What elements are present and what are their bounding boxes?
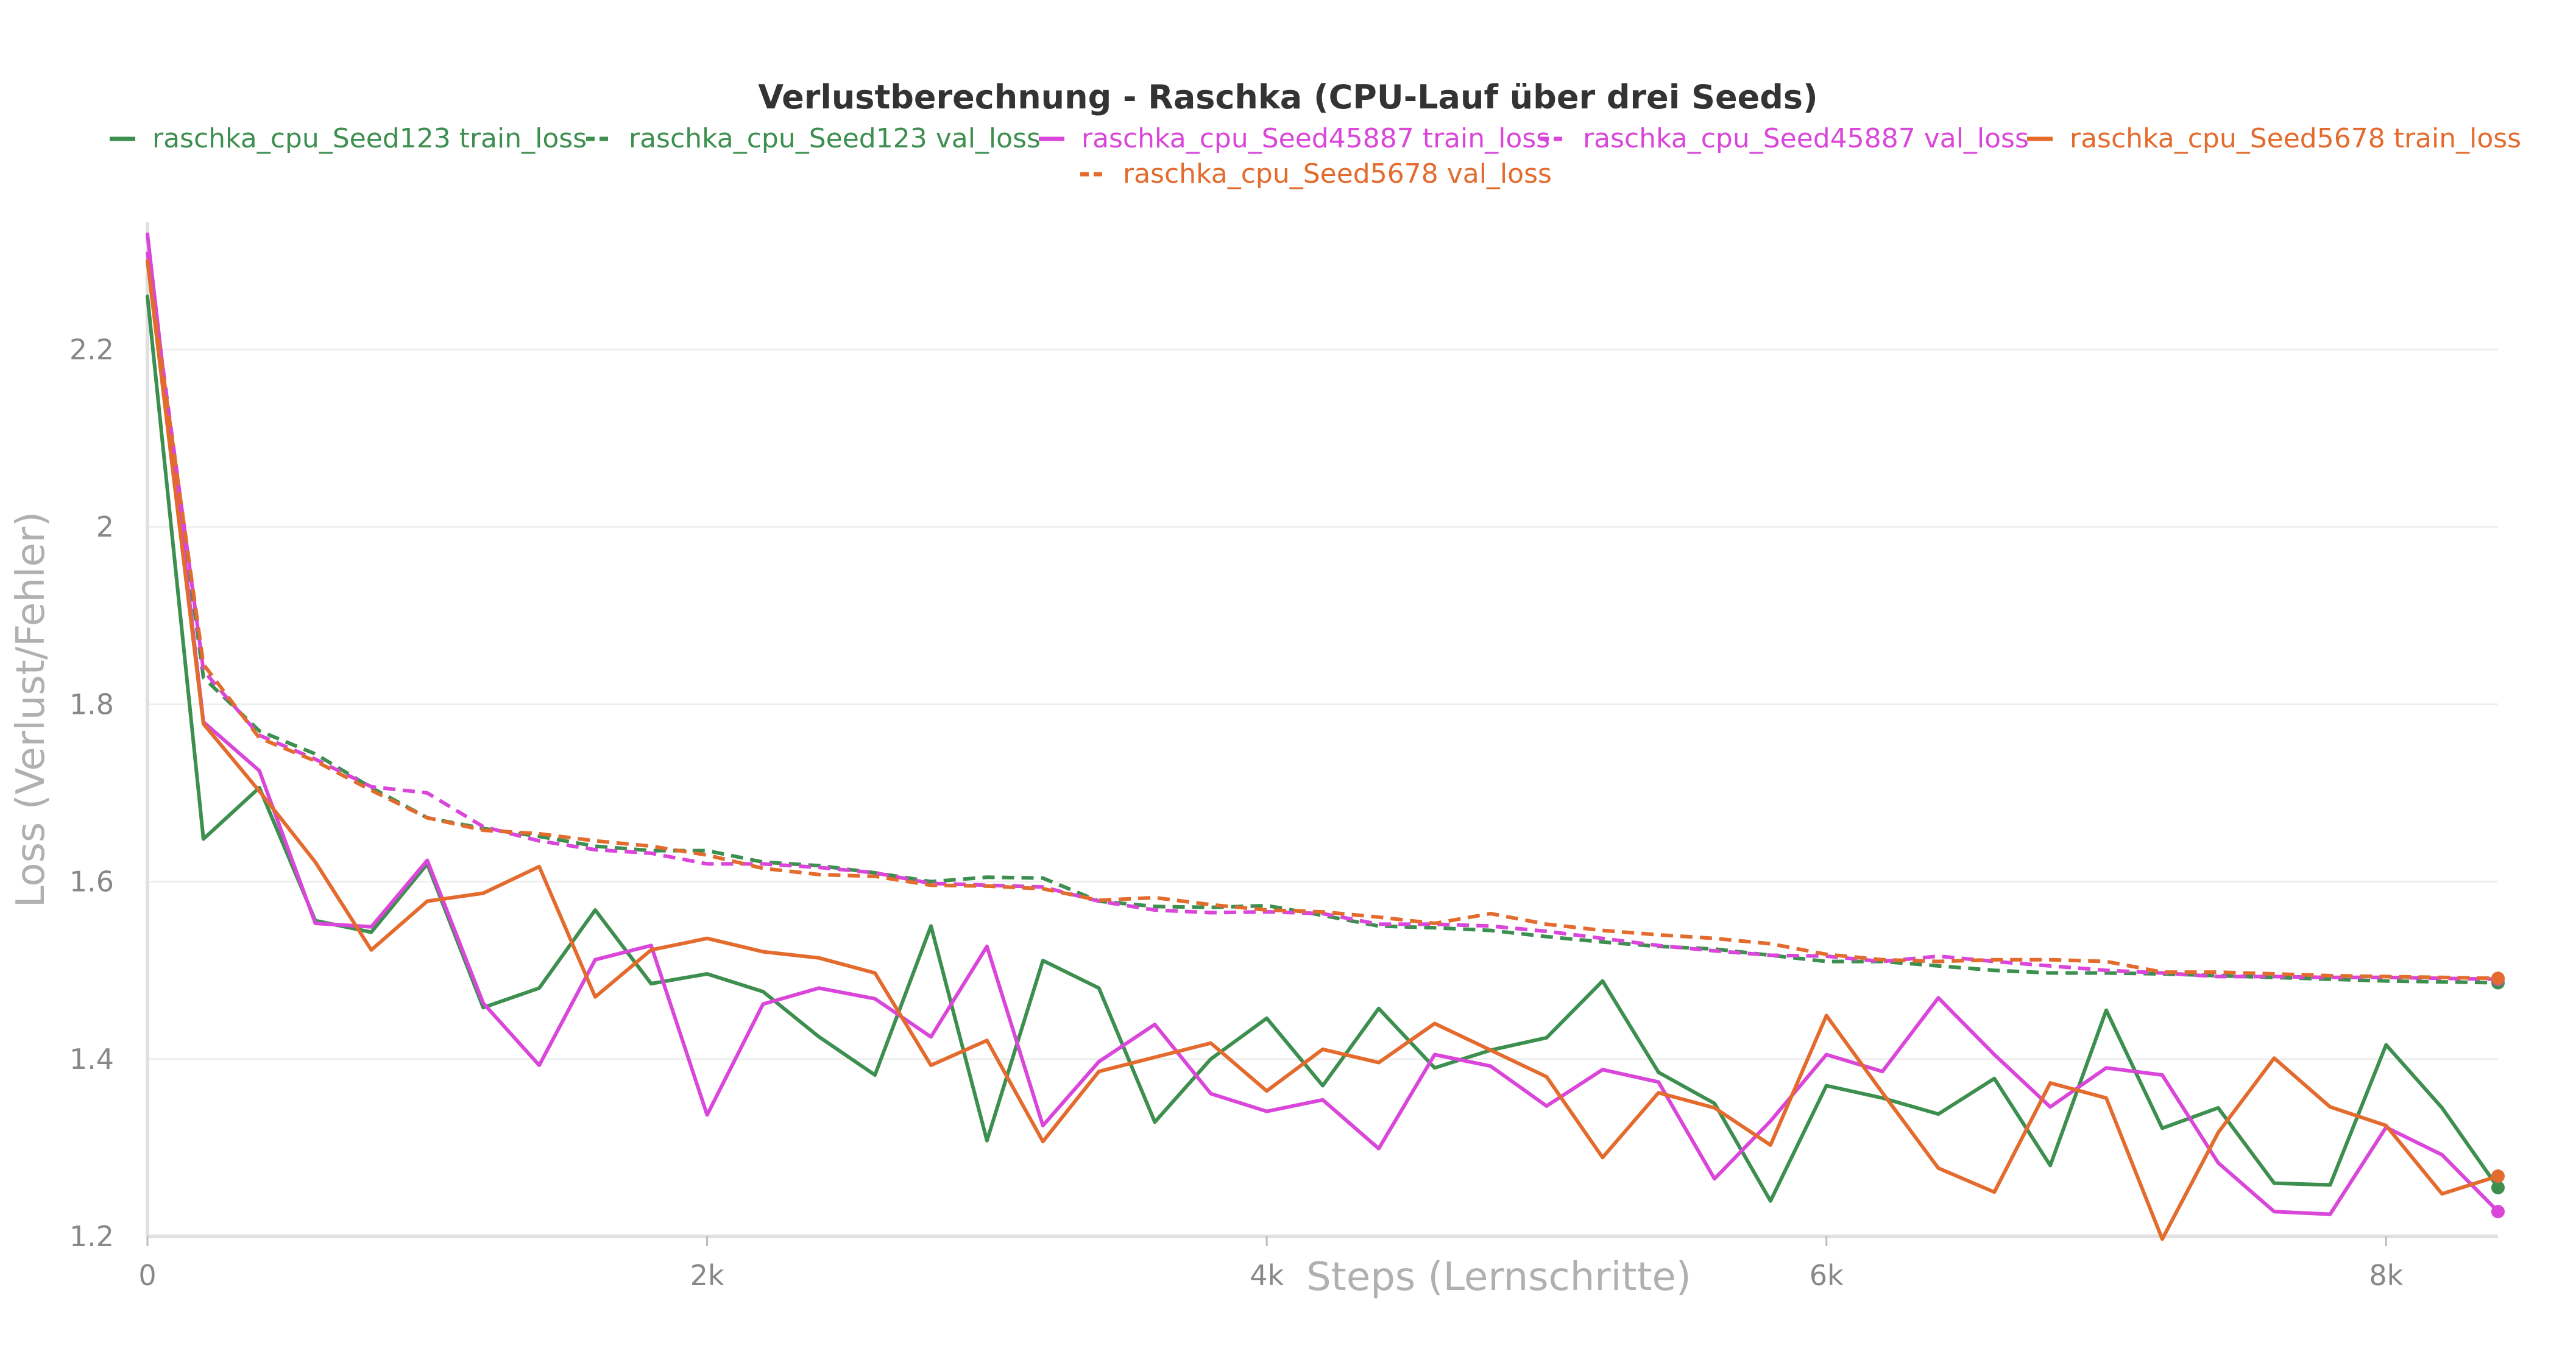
x-tick-label: 0 xyxy=(138,1259,156,1292)
legend-label: raschka_cpu_Seed123 train_loss xyxy=(152,123,587,154)
x-tick-label: 6k xyxy=(1810,1259,1844,1292)
series-line-0 xyxy=(146,294,2500,1203)
x-tick-label: 4k xyxy=(1250,1259,1284,1292)
end-markers xyxy=(2491,971,2505,1219)
series-line-1 xyxy=(146,260,2499,985)
series-line-4 xyxy=(146,259,2500,1241)
legend-label: raschka_cpu_Seed45887 train_loss xyxy=(1081,123,1550,154)
y-tick-label: 2.2 xyxy=(69,333,114,366)
series-end-marker-0 xyxy=(2491,1180,2505,1194)
series-line-5 xyxy=(146,260,2499,981)
legend-label: raschka_cpu_Seed123 val_loss xyxy=(629,123,1041,154)
legend-label: raschka_cpu_Seed45887 val_loss xyxy=(1583,123,2029,154)
y-tick-label: 1.2 xyxy=(69,1220,114,1253)
legend-label: raschka_cpu_Seed5678 val_loss xyxy=(1123,158,1552,189)
series-lines xyxy=(146,232,2500,1241)
series-end-marker-4 xyxy=(2491,1169,2505,1183)
legend-item-0[interactable]: raschka_cpu_Seed123 train_loss xyxy=(110,123,587,154)
legend-item-2[interactable]: raschka_cpu_Seed45887 train_loss xyxy=(1039,123,1550,154)
legend-item-5[interactable]: raschka_cpu_Seed5678 val_loss xyxy=(1080,158,1552,189)
series-line-3 xyxy=(146,252,2499,981)
legend-item-3[interactable]: raschka_cpu_Seed45887 val_loss xyxy=(1540,123,2029,154)
y-tick-label: 1.8 xyxy=(69,688,114,721)
axes: 1.2 1.4 1.6 1.8 2 2.2 0 2k 4k 6k 8k xyxy=(69,222,2498,1292)
y-axis-title: Loss (Verlust/Fehler) xyxy=(9,512,54,908)
y-tick-label: 2 xyxy=(96,510,114,543)
legend-item-1[interactable]: raschka_cpu_Seed123 val_loss xyxy=(586,123,1041,154)
chart-title: Verlustberechnung - Raschka (CPU-Lauf üb… xyxy=(758,78,1817,116)
series-end-marker-5 xyxy=(2491,971,2505,985)
y-tick-label: 1.4 xyxy=(69,1043,114,1076)
x-tick-label: 2k xyxy=(690,1259,724,1292)
legend-label: raschka_cpu_Seed5678 train_loss xyxy=(2070,123,2521,154)
series-end-marker-2 xyxy=(2491,1205,2505,1219)
y-tick-label: 1.6 xyxy=(69,865,114,898)
x-tick-label: 8k xyxy=(2369,1259,2403,1292)
legend: raschka_cpu_Seed123 train_loss raschka_cp… xyxy=(110,123,2521,189)
x-axis-title: Steps (Lernschritte) xyxy=(1306,1255,1691,1300)
legend-item-4[interactable]: raschka_cpu_Seed5678 train_loss xyxy=(2027,123,2521,154)
series-line-2 xyxy=(146,232,2500,1216)
grid xyxy=(147,348,2498,1238)
